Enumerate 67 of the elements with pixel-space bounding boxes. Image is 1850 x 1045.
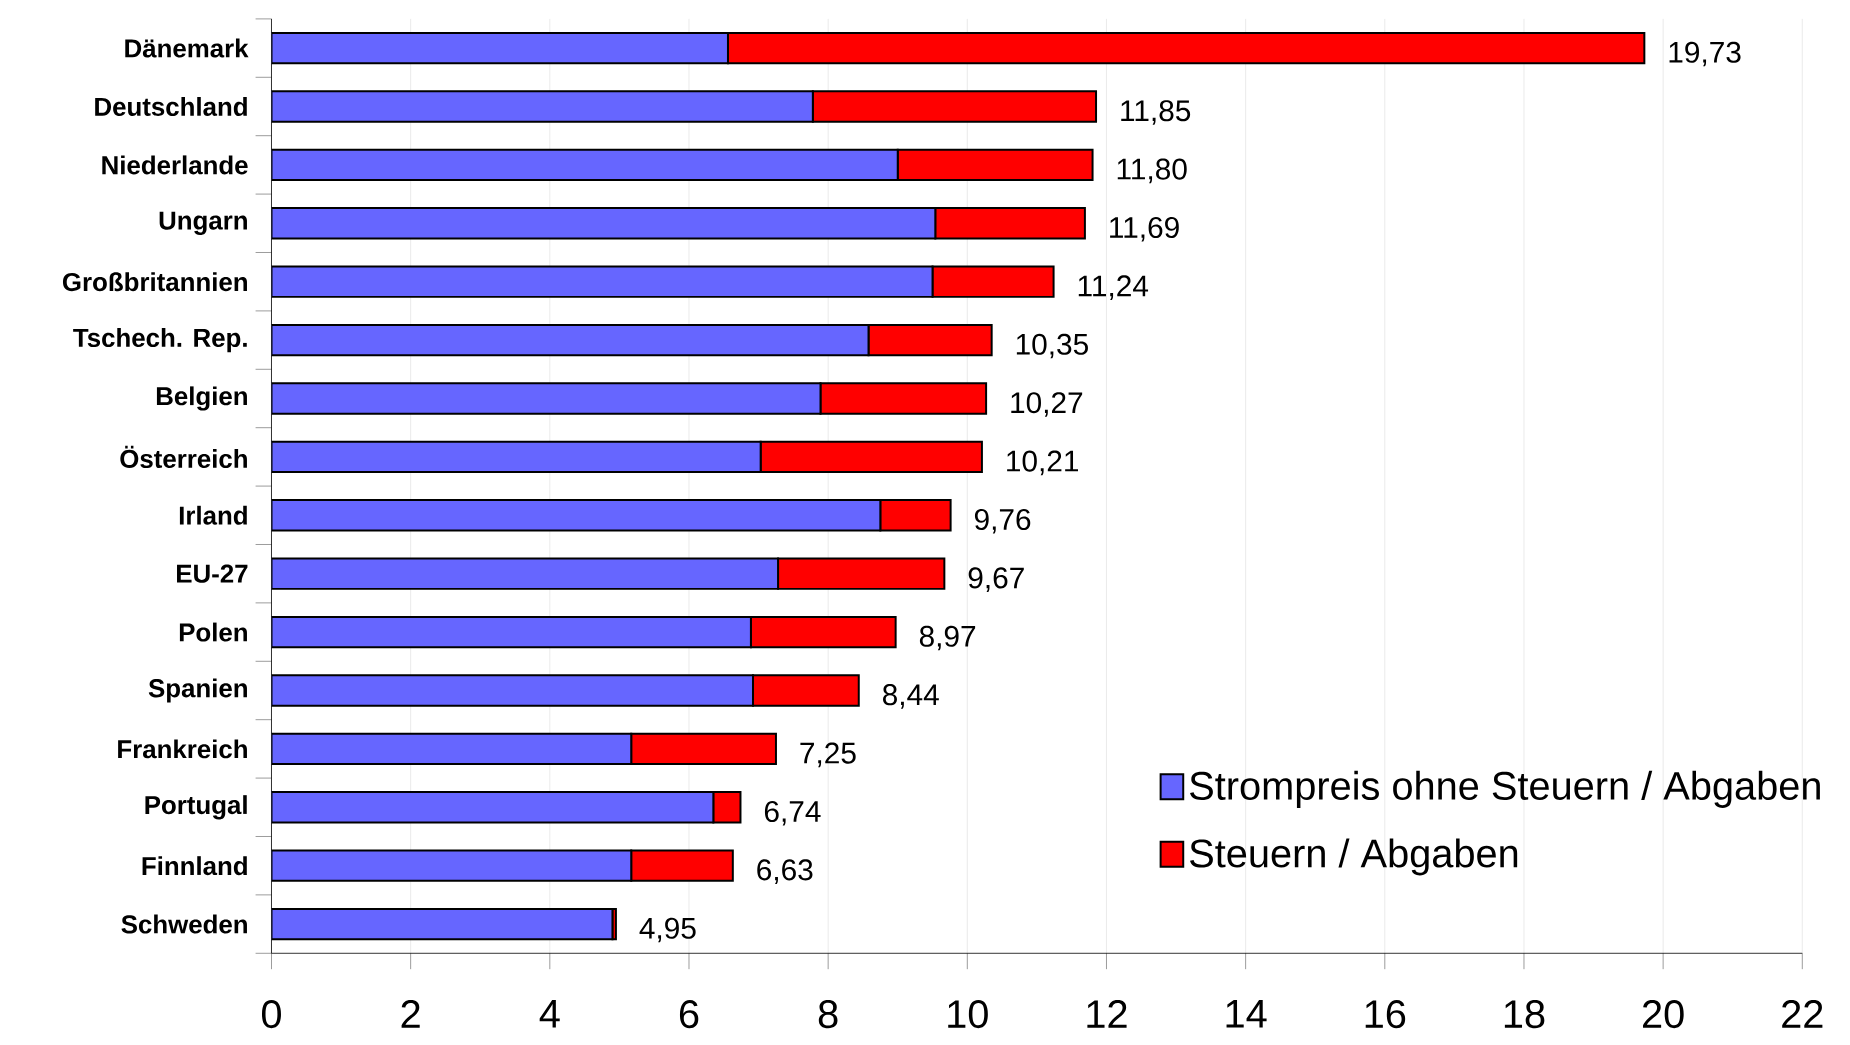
bar bbox=[271, 207, 937, 240]
x-tick-label: 2 bbox=[401, 1000, 420, 1028]
y-tick-label: Niederlande bbox=[102, 155, 248, 175]
bar bbox=[271, 616, 752, 649]
x-tick-label: 0 bbox=[261, 1000, 281, 1029]
x-tick-label: 14 bbox=[1226, 1000, 1267, 1028]
y-tick-label: EU-27 bbox=[177, 564, 248, 583]
y-tick-label: Belgien bbox=[156, 386, 247, 411]
x-tick-label: 18 bbox=[1504, 1000, 1545, 1029]
bar bbox=[712, 791, 742, 824]
total-label: 7,25 bbox=[800, 742, 856, 768]
x-tick-label: 20 bbox=[1643, 1000, 1684, 1029]
y-tick-label: Tschech. Rep. bbox=[73, 328, 247, 353]
bar bbox=[271, 908, 614, 941]
bar bbox=[271, 849, 633, 883]
bar bbox=[271, 732, 633, 766]
total-label: 9,76 bbox=[974, 509, 1031, 534]
y-tick-label: Österreich bbox=[120, 445, 247, 469]
total-label: 10,27 bbox=[1011, 392, 1083, 417]
bar bbox=[271, 440, 762, 474]
total-label: 11,85 bbox=[1121, 100, 1191, 125]
total-label: 6,74 bbox=[764, 801, 821, 826]
bar bbox=[271, 499, 882, 532]
total-label: 11,80 bbox=[1117, 158, 1187, 184]
bar bbox=[271, 148, 899, 182]
x-tick-label: 4 bbox=[539, 1000, 560, 1028]
bar bbox=[749, 616, 897, 649]
total-label: 10,35 bbox=[1016, 333, 1088, 359]
bar bbox=[271, 90, 814, 123]
total-label: 8,97 bbox=[919, 625, 976, 651]
bar bbox=[271, 557, 780, 591]
total-label: 11,69 bbox=[1110, 217, 1179, 242]
x-tick-label: 6 bbox=[679, 1000, 699, 1029]
legend-label: Strompreis ohne Steuern / Abgaben bbox=[1190, 770, 1820, 809]
y-tick-label: Irland bbox=[179, 505, 247, 525]
y-tick-label: Finnland bbox=[142, 856, 247, 876]
bar bbox=[271, 674, 754, 707]
y-tick-label: Großbritannien bbox=[62, 272, 247, 292]
total-label: 8,44 bbox=[883, 684, 939, 709]
y-tick-label: Portugal bbox=[145, 795, 247, 820]
x-tick-label: 12 bbox=[1087, 1000, 1127, 1028]
bar bbox=[271, 265, 934, 299]
y-tick-label: Dänemark bbox=[125, 38, 249, 58]
total-label: 19,73 bbox=[1669, 41, 1741, 67]
x-tick-label: 10 bbox=[948, 1000, 988, 1029]
x-tick-label: 22 bbox=[1782, 1000, 1823, 1028]
total-label: 11,24 bbox=[1078, 275, 1149, 301]
bar bbox=[752, 674, 860, 707]
x-tick-label: 8 bbox=[818, 1000, 838, 1029]
bar bbox=[271, 382, 822, 415]
bar bbox=[271, 32, 729, 65]
total-label: 4,95 bbox=[639, 917, 696, 943]
x-tick-label: 16 bbox=[1365, 1000, 1406, 1029]
y-tick-label: Frankreich bbox=[118, 739, 247, 759]
bar bbox=[630, 732, 777, 766]
bar bbox=[630, 849, 734, 883]
y-tick-label: Schweden bbox=[121, 914, 247, 934]
y-tick-label: Polen bbox=[179, 622, 247, 642]
legend-label: Steuern / Abgaben bbox=[1190, 838, 1518, 876]
total-label: 6,63 bbox=[757, 859, 813, 885]
y-tick-label: Deutschland bbox=[95, 97, 247, 117]
bar bbox=[271, 791, 715, 824]
y-tick-label: Ungarn bbox=[159, 211, 247, 236]
y-tick-label: Spanien bbox=[148, 678, 247, 703]
total-label: 10,21 bbox=[1007, 450, 1079, 476]
bar bbox=[271, 324, 870, 357]
total-label: 9,67 bbox=[968, 567, 1024, 593]
